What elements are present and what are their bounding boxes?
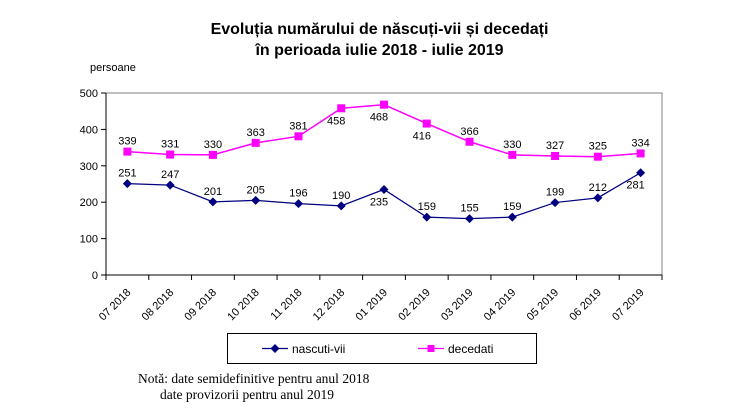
data-point-marker-decedati <box>593 152 602 161</box>
x-axis-tick-label: 10 2018 <box>225 287 262 324</box>
x-axis-tick-label: 12 2018 <box>311 287 348 324</box>
chart-title-line2: în perioada iulie 2018 - iulie 2019 <box>255 42 504 59</box>
x-axis-tick-label: 11 2018 <box>269 287 305 323</box>
x-axis-tick-label: 09 2018 <box>182 287 219 324</box>
data-label-decedati: 334 <box>631 137 649 149</box>
data-point-marker-decedati <box>508 150 517 159</box>
data-label-nascuti-vii: 159 <box>503 201 521 213</box>
data-label-nascuti-vii: 251 <box>118 168 136 180</box>
y-axis-tick-label: 0 <box>92 270 98 282</box>
data-point-marker-nascuti-vii <box>251 195 261 205</box>
data-point-marker-nascuti-vii <box>122 179 132 189</box>
legend-entry-nascuti-vii: nascuti-vii <box>262 334 345 363</box>
legend-marker-square-icon <box>418 345 444 352</box>
data-point-marker-decedati <box>380 100 388 109</box>
x-axis-tick-label: 08 2018 <box>140 287 177 324</box>
data-point-marker-decedati <box>251 138 260 147</box>
data-point-marker-nascuti-vii <box>208 197 218 207</box>
data-point-marker-decedati <box>337 104 346 113</box>
y-axis-tick-label: 300 <box>80 161 98 173</box>
x-axis-tick-label: 04 2019 <box>482 287 519 324</box>
data-label-decedati: 330 <box>503 139 521 151</box>
y-axis-tick-label: 200 <box>80 197 98 209</box>
data-label-decedati: 339 <box>118 136 136 148</box>
data-label-nascuti-vii: 199 <box>546 187 564 199</box>
chart-title: Evoluția numărului de născuți-vii și dec… <box>9 19 741 61</box>
data-label-nascuti-vii: 205 <box>247 184 265 196</box>
data-point-marker-decedati <box>166 150 175 159</box>
data-point-marker-nascuti-vii <box>293 199 303 209</box>
data-label-nascuti-vii: 159 <box>418 201 436 213</box>
y-axis-tick-label: 500 <box>80 88 98 100</box>
data-point-marker-decedati <box>551 151 560 160</box>
data-label-nascuti-vii: 155 <box>460 203 478 215</box>
x-axis-tick-label: 02 2019 <box>396 287 433 324</box>
x-axis-tick-label: 06 2019 <box>567 287 604 324</box>
legend: nascuti-vii decedati <box>227 333 537 364</box>
data-point-marker-decedati <box>636 149 645 158</box>
x-axis-tick-label: 07 2018 <box>97 287 134 324</box>
data-point-marker-nascuti-vii <box>422 212 432 222</box>
x-axis-tick-label: 07 2019 <box>610 287 647 324</box>
data-point-marker-nascuti-vii <box>507 212 517 222</box>
data-label-decedati: 366 <box>460 126 478 138</box>
data-label-nascuti-vii: 190 <box>332 190 350 202</box>
data-label-nascuti-vii: 281 <box>626 180 644 192</box>
legend-label-nascuti-vii: nascuti-vii <box>292 341 346 356</box>
data-point-marker-nascuti-vii <box>465 214 475 224</box>
data-label-nascuti-vii: 201 <box>204 186 222 198</box>
data-label-decedati: 327 <box>546 140 564 152</box>
data-point-marker-nascuti-vii <box>379 184 389 194</box>
data-point-marker-decedati <box>422 119 431 128</box>
data-label-decedati: 330 <box>204 139 222 151</box>
data-label-nascuti-vii: 235 <box>370 196 388 208</box>
data-label-decedati: 468 <box>370 112 388 124</box>
data-point-marker-decedati <box>465 137 474 146</box>
data-label-decedati: 325 <box>589 141 607 153</box>
legend-entry-decedati: decedati <box>418 334 493 363</box>
legend-marker-diamond-icon <box>262 344 288 353</box>
chart-title-line1: Evoluția numărului de născuți-vii și dec… <box>210 21 549 38</box>
data-point-marker-nascuti-vii <box>165 180 175 190</box>
data-label-decedati: 381 <box>289 120 307 132</box>
data-label-decedati: 458 <box>327 115 345 127</box>
data-label-decedati: 416 <box>413 131 431 143</box>
note-line1: Notă: date semidefinitive pentru anul 20… <box>138 371 370 386</box>
data-label-decedati: 331 <box>161 139 179 151</box>
x-axis-tick-label: 01 2019 <box>354 287 391 324</box>
x-axis-tick-label: 05 2019 <box>525 287 562 324</box>
y-axis-tick-label: 400 <box>80 124 98 136</box>
data-point-marker-nascuti-vii <box>636 168 646 178</box>
data-point-marker-decedati <box>208 150 217 159</box>
data-point-marker-nascuti-vii <box>550 198 560 208</box>
data-label-nascuti-vii: 212 <box>589 182 607 194</box>
data-label-decedati: 363 <box>247 127 265 139</box>
data-point-marker-decedati <box>294 132 303 141</box>
data-point-marker-decedati <box>123 147 132 156</box>
y-axis-tick-label: 100 <box>80 234 98 246</box>
data-point-marker-nascuti-vii <box>593 193 603 203</box>
y-axis-unit-label: persoane <box>90 62 136 74</box>
data-label-nascuti-vii: 247 <box>161 169 179 181</box>
note-line2: date provizorii pentru anul 2019 <box>160 387 334 402</box>
legend-label-decedati: decedati <box>448 341 494 356</box>
data-point-marker-nascuti-vii <box>336 201 346 211</box>
data-label-nascuti-vii: 196 <box>289 188 307 200</box>
x-axis-tick-label: 03 2019 <box>439 287 476 324</box>
